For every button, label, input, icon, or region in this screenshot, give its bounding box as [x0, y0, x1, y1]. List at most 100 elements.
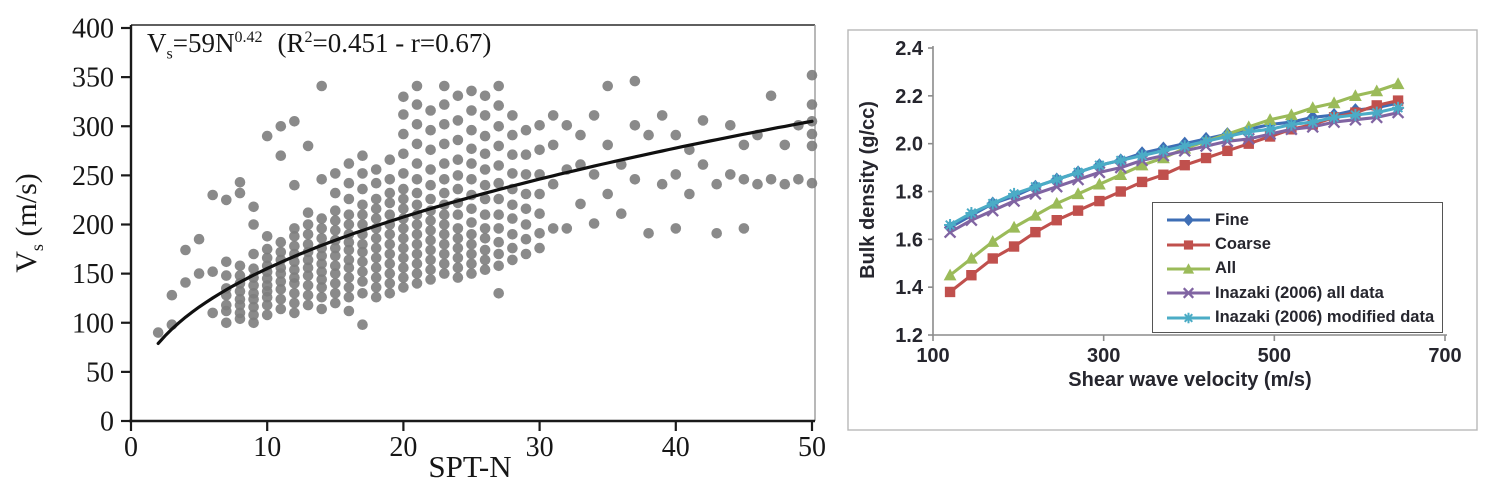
scatter-point: [316, 282, 328, 293]
y-tick-label: 2.0: [895, 134, 923, 156]
scatter-point: [520, 203, 532, 215]
scatter-point: [180, 244, 191, 256]
scatter-point: [588, 169, 600, 180]
fit-equation: Vs=59N0.42 (R2=0.451 - r=0.67): [147, 28, 491, 63]
scatter-point: [357, 209, 368, 220]
scatter-point: [493, 288, 505, 299]
scatter-point: [207, 307, 218, 319]
scatter-point: [398, 223, 409, 234]
y-title-main: V: [10, 251, 43, 273]
scatter-point: [302, 280, 314, 291]
x-tick-label: 500: [1258, 345, 1291, 367]
scatter-point: [370, 262, 382, 274]
scatter-point: [534, 228, 545, 239]
scatter-point: [234, 293, 246, 305]
scatter-point: [302, 270, 314, 281]
scatter-point: [452, 233, 464, 244]
scatter-point: [330, 225, 341, 236]
marker-star: [1009, 188, 1020, 199]
y-tick-label: 100: [72, 308, 114, 339]
scatter-point: [261, 252, 273, 264]
scatter-point: [602, 80, 613, 92]
legend-item: Fine: [1165, 208, 1442, 232]
scatter-point: [384, 288, 396, 299]
scatter-point: [384, 258, 396, 270]
marker-triangle: [1285, 108, 1298, 121]
scatter-point: [752, 178, 763, 190]
scatter-point: [493, 223, 505, 234]
scatter-point: [439, 99, 450, 110]
legend-marker-sample: [1167, 312, 1210, 324]
scatter-point: [221, 194, 232, 206]
scatter-point: [275, 150, 287, 161]
scatter-point: [507, 242, 518, 254]
scatter-point: [411, 238, 423, 250]
marker-triangle: [965, 251, 978, 264]
scatter-point: [534, 144, 545, 156]
y-tick-label: 200: [72, 210, 114, 241]
scatter-point: [466, 268, 477, 279]
scatter-point: [330, 168, 341, 179]
scatter-point: [479, 254, 491, 266]
legend-marker-sample: [1167, 263, 1210, 274]
scatter-point: [357, 238, 368, 250]
scatter-point: [493, 100, 505, 111]
scatter-point: [466, 124, 477, 136]
scatter-point: [439, 238, 450, 250]
scatter-point: [534, 242, 545, 254]
scatter-point: [370, 282, 382, 293]
scatter-point: [439, 119, 450, 130]
scatter-point: [357, 183, 368, 195]
scatter-point: [425, 244, 436, 256]
scatter-point: [302, 238, 314, 250]
scatter-point: [398, 128, 409, 140]
scatter-point: [289, 231, 300, 242]
scatter-point: [479, 223, 491, 234]
scatter-point: [343, 177, 355, 189]
scatter-points: [152, 69, 818, 338]
marker-star: [1030, 181, 1041, 192]
scatter-point: [370, 203, 382, 215]
scatter-point: [275, 276, 287, 287]
scatter-point: [411, 174, 423, 185]
marker-star: [1201, 136, 1212, 147]
scatter-point: [357, 246, 368, 258]
scatter-point: [357, 256, 368, 268]
scatter-point: [343, 305, 355, 317]
scatter-point: [261, 299, 273, 311]
scatter-point: [330, 278, 341, 289]
scatter-point: [398, 272, 409, 283]
scatter-point: [806, 140, 818, 152]
y-tick-label: 1.8: [895, 182, 923, 204]
scatter-point: [425, 105, 436, 116]
scatter-point: [439, 158, 450, 169]
marker-star: [1158, 145, 1169, 156]
scatter-point: [316, 291, 328, 303]
scatter-point: [588, 218, 600, 229]
scatter-point: [425, 215, 436, 226]
scatter-point: [411, 119, 423, 130]
scatter-point: [302, 140, 314, 152]
legend-item: Inazaki (2006) all data: [1165, 281, 1442, 305]
x-axis-title-velocity: Shear wave velocity (m/s): [1068, 369, 1312, 391]
x-tick-label: 700: [1428, 345, 1461, 367]
scatter-point: [398, 193, 409, 205]
x-tick-label: 50: [798, 432, 826, 463]
marker-square: [1051, 215, 1062, 226]
scatter-point: [520, 248, 532, 260]
legend: Fine Coarse All Inazaki (2006) all data Inaz…: [1152, 202, 1443, 333]
marker-triangle: [1050, 196, 1064, 209]
scatter-point: [316, 266, 328, 278]
scatter-point: [411, 258, 423, 270]
scatter-point: [425, 179, 436, 191]
scatter-point: [275, 303, 287, 315]
scatter-point: [248, 280, 259, 291]
y-axis-title-vs: Vs (m/s): [10, 141, 50, 305]
scatter-point: [452, 209, 464, 220]
scatter-point: [466, 258, 477, 270]
marker-triangle: [1306, 101, 1320, 113]
marker-star: [1307, 117, 1318, 128]
scatter-point: [343, 254, 355, 266]
scatter-point: [493, 140, 505, 152]
